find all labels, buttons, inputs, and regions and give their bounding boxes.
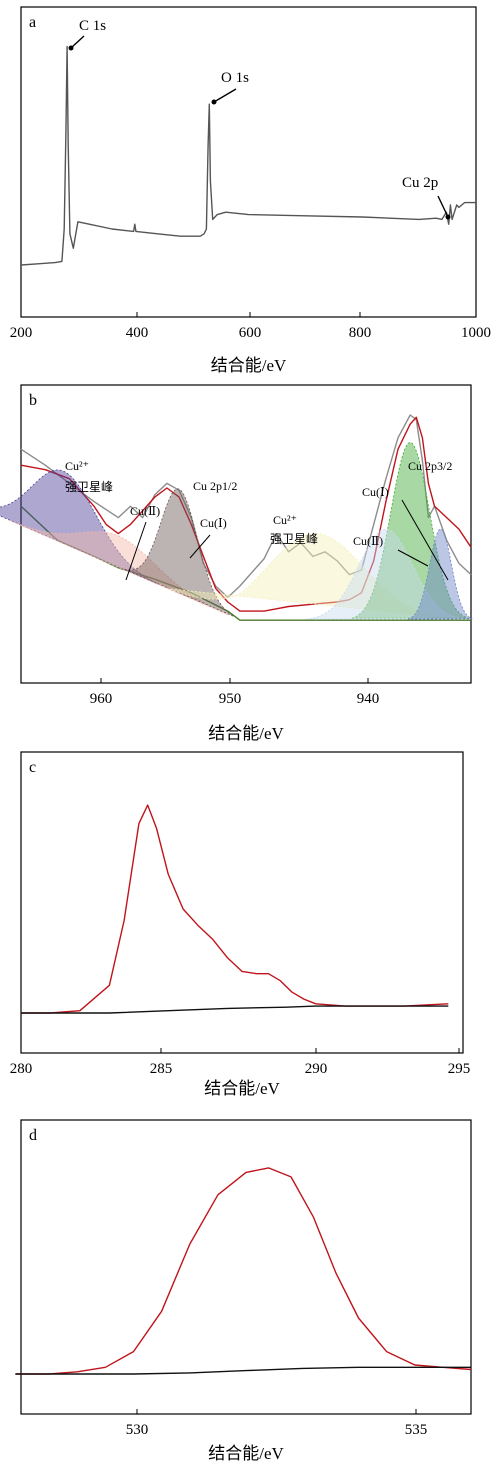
component-annotation: Cu(Ⅱ) xyxy=(130,504,160,518)
arrow-head xyxy=(212,100,217,105)
series-line-c-0 xyxy=(21,805,448,1013)
component-annotation: 强卫星峰 xyxy=(65,480,113,494)
component-annotation: Cu(Ⅰ) xyxy=(362,485,389,499)
x-tick-label-a: 200 xyxy=(10,325,33,341)
x-tick-label-c: 290 xyxy=(305,1061,328,1077)
arrow-head xyxy=(69,46,74,51)
x-axis-title-c: 结合能/eV xyxy=(204,1079,280,1098)
component-annotation: Cu²⁺ xyxy=(273,513,297,527)
peak-annotation: C 1s xyxy=(79,18,106,34)
annotation-arrow xyxy=(214,89,236,102)
component-annotation: Cu(Ⅱ) xyxy=(353,534,383,548)
x-tick-label-a: 800 xyxy=(349,325,372,341)
peak-annotation: O 1s xyxy=(221,70,249,86)
x-tick-label-b: 940 xyxy=(357,691,380,707)
panel-letter-d: d xyxy=(29,1127,37,1144)
component-annotation: Cu²⁺ xyxy=(65,459,89,473)
panel-letter-b: b xyxy=(29,392,37,409)
plot-frame-a xyxy=(21,7,476,317)
x-axis-title-a: 结合能/eV xyxy=(211,356,287,375)
peak-annotation: Cu 2p xyxy=(402,175,438,191)
component-annotation: Cu 2p1/2 xyxy=(193,479,237,493)
x-tick-label-b: 960 xyxy=(90,691,113,707)
x-tick-label-a: 600 xyxy=(239,325,262,341)
annotation-arrow xyxy=(71,36,84,48)
x-axis-title-d: 结合能/eV xyxy=(208,1444,284,1463)
x-tick-label-c: 295 xyxy=(448,1061,471,1077)
component-annotation: 强卫星峰 xyxy=(270,532,318,546)
x-tick-label-d: 530 xyxy=(126,1422,149,1438)
x-tick-label-c: 285 xyxy=(150,1061,173,1077)
arrow-head xyxy=(446,215,451,220)
component-annotation: Cu(Ⅰ) xyxy=(200,516,227,530)
annotation-arrow xyxy=(438,196,448,217)
x-tick-label-d: 535 xyxy=(405,1422,428,1438)
x-tick-label-c: 280 xyxy=(10,1061,33,1077)
panel-letter-c: c xyxy=(29,759,36,776)
component-annotation: Cu 2p3/2 xyxy=(408,459,452,473)
x-axis-title-b: 结合能/eV xyxy=(208,724,284,743)
x-tick-label-a: 400 xyxy=(126,325,149,341)
series-line-d-0 xyxy=(15,1168,471,1374)
x-tick-label-a: 1000 xyxy=(461,325,491,341)
panel-letter-a: a xyxy=(29,14,36,31)
x-tick-label-b: 950 xyxy=(219,691,242,707)
